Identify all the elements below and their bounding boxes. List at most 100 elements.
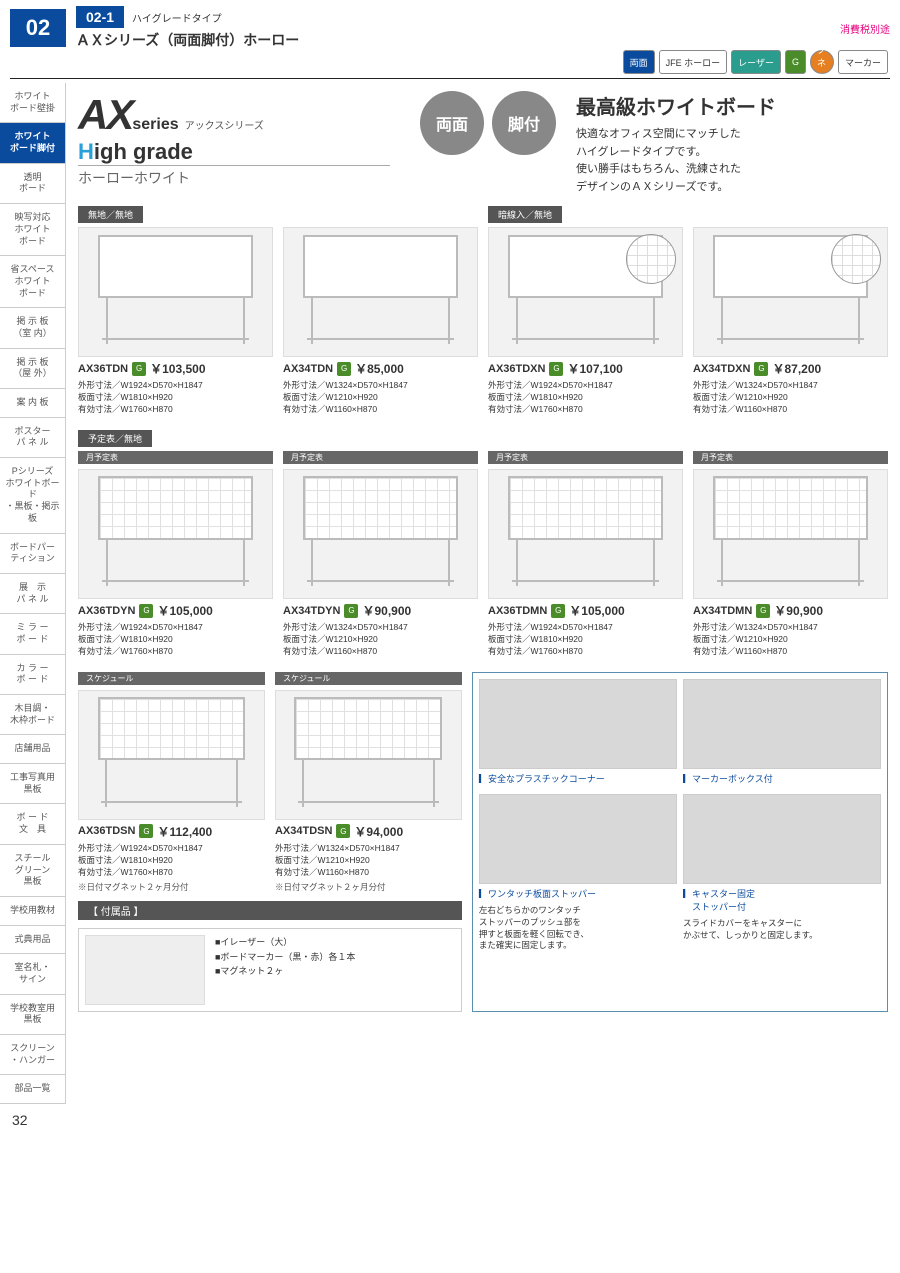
sidebar-item[interactable]: スクリーン ・ハンガー	[0, 1035, 65, 1075]
g-badge-icon: G	[139, 604, 153, 618]
sidebar-item[interactable]: 木目調・ 木枠ボード	[0, 695, 65, 735]
product-image	[78, 469, 273, 599]
product-note: ※日付マグネット２ヶ月分付	[78, 881, 265, 893]
sidebar-item[interactable]: 展 示 パ ネ ル	[0, 574, 65, 614]
sidebar-item[interactable]: 部品一覧	[0, 1075, 65, 1104]
g-badge-icon: G	[337, 362, 351, 376]
sidebar-item[interactable]: 工事写真用 黒板	[0, 764, 65, 804]
circle-badge: 両面	[420, 91, 484, 155]
header-small-title: ハイグレードタイプ	[132, 10, 222, 25]
badge: G	[785, 50, 806, 74]
feature-image	[683, 679, 881, 769]
sidebar-item[interactable]: ボードパー ティション	[0, 534, 65, 574]
tax-note: 消費税別途	[840, 21, 890, 36]
product-image	[283, 469, 478, 599]
feature-image	[479, 794, 677, 884]
product-price: ￥107,100	[567, 360, 622, 377]
product-price: ￥105,000	[157, 602, 212, 619]
sidebar-item[interactable]: スチール グリーン 黒板	[0, 845, 65, 897]
feature-label: マーカーボックス付	[683, 769, 881, 788]
sidebar-item[interactable]: 省スペース ホワイト ボード	[0, 256, 65, 308]
product-price: ￥85,000	[355, 360, 404, 377]
page-number: 32	[0, 1104, 900, 1136]
sidebar-item[interactable]: ミ ラ ー ボ ー ド	[0, 614, 65, 654]
accessory-list: ■イレーザー（大） ■ボードマーカー（黒・赤）各１本 ■マグネット２ヶ	[215, 935, 355, 1005]
product-specs: 外形寸法／W1324×D570×H1847 板面寸法／W1210×H920 有効…	[283, 622, 478, 658]
product-card: スケジュールAX36TDSNG￥112,400外形寸法／W1924×D570×H…	[78, 672, 265, 894]
sidebar-item[interactable]: ボ ー ド 文 具	[0, 804, 65, 844]
product-specs: 外形寸法／W1924×D570×H1847 板面寸法／W1810×H920 有効…	[488, 380, 683, 416]
circle-badge: 脚付	[492, 91, 556, 155]
product-specs: 外形寸法／W1324×D570×H1847 板面寸法／W1210×H920 有効…	[693, 622, 888, 658]
product-model: AX34TDXN	[693, 363, 750, 375]
product-model: AX34TDMN	[693, 605, 752, 617]
product-specs: 外形寸法／W1324×D570×H1847 板面寸法／W1210×H920 有効…	[693, 380, 888, 416]
sidebar-item[interactable]: 学校教室用 黒板	[0, 995, 65, 1035]
sidebar-item[interactable]: ホワイト ボード脚付	[0, 123, 65, 163]
feature-image	[479, 679, 677, 769]
product-card: 月予定表AX34TDYNG￥90,900外形寸法／W1324×D570×H184…	[283, 451, 478, 658]
ax-subtitle: アックスシリーズ	[185, 117, 264, 132]
product-card: 月予定表AX34TDMNG￥90,900外形寸法／W1324×D570×H184…	[693, 451, 888, 658]
sidebar-item[interactable]: Pシリーズ ホワイトボード ・黒板・掲示板	[0, 458, 65, 533]
ax-logo: AXseries	[78, 91, 179, 139]
sidebar-item[interactable]: 式典用品	[0, 926, 65, 955]
product-card: AX36TDXNG￥107,100外形寸法／W1924×D570×H1847 板…	[488, 227, 683, 416]
product-price: ￥90,900	[362, 602, 411, 619]
feature-image	[683, 794, 881, 884]
feature-cell: 安全なプラスチックコーナー	[479, 679, 677, 788]
product-image	[78, 227, 273, 357]
g-badge-icon: G	[336, 824, 350, 838]
product-model: AX36TDMN	[488, 605, 547, 617]
sidebar-item[interactable]: ポスター パ ネ ル	[0, 418, 65, 458]
product-price: ￥112,400	[157, 823, 212, 840]
badge: マグネット	[810, 50, 834, 74]
product-price: ￥94,000	[354, 823, 403, 840]
product-card: 月予定表AX36TDMNG￥105,000外形寸法／W1924×D570×H18…	[488, 451, 683, 658]
product-image	[275, 690, 462, 820]
g-badge-icon: G	[549, 362, 563, 376]
product-card: 月予定表AX36TDYNG￥105,000外形寸法／W1924×D570×H18…	[78, 451, 273, 658]
feature-desc: 左右どちらかのワンタッチ ストッパーのプッシュ部を 押すと板面を軽く回転でき、 …	[479, 903, 677, 955]
subsection-number: 02-1	[76, 6, 124, 28]
feature-cell: マーカーボックス付	[683, 679, 881, 788]
product-image	[488, 227, 683, 357]
g-badge-icon: G	[132, 362, 146, 376]
header-main-title: ＡＸシリーズ（両面脚付）ホーロー	[76, 30, 299, 50]
g-badge-icon: G	[551, 604, 565, 618]
product-card: AX36TDNG￥103,500外形寸法／W1924×D570×H1847 板面…	[78, 227, 273, 416]
product-sublabel: 月予定表	[78, 451, 273, 464]
sidebar-item[interactable]: 室名札・ サイン	[0, 954, 65, 994]
product-model: AX34TDYN	[283, 605, 340, 617]
g-badge-icon: G	[754, 362, 768, 376]
type-label: 予定表／無地	[78, 430, 152, 447]
product-model: AX36TDSN	[78, 825, 135, 837]
badge: 両面	[623, 50, 655, 74]
sidebar-item[interactable]: カ ラ ー ボ ー ド	[0, 655, 65, 695]
feature-label: 安全なプラスチックコーナー	[479, 769, 677, 788]
enamel-label: ホーローホワイト	[78, 165, 390, 188]
hero-right-desc: 快適なオフィス空間にマッチした ハイグレードタイプです。 使い勝手はもちろん、洗…	[576, 126, 888, 196]
product-image	[693, 227, 888, 357]
product-image	[693, 469, 888, 599]
accessory-image	[85, 935, 205, 1005]
badge: レーザー	[731, 50, 781, 74]
sidebar-item[interactable]: 学校用教材	[0, 897, 65, 926]
badge: マーカー	[838, 50, 888, 74]
hero-right-title: 最高級ホワイトボード	[576, 91, 888, 120]
product-image	[78, 690, 265, 820]
sidebar-item[interactable]: 透明 ボード	[0, 164, 65, 204]
product-specs: 外形寸法／W1324×D570×H1847 板面寸法／W1210×H920 有効…	[283, 380, 478, 416]
sidebar-item[interactable]: ホワイト ボード壁掛	[0, 83, 65, 123]
feature-cell: キャスター固定 ストッパー付スライドカバーをキャスターに かぶせて、しっかりと固…	[683, 794, 881, 955]
sidebar-item[interactable]: 映写対応 ホワイト ボード	[0, 204, 65, 256]
product-specs: 外形寸法／W1924×D570×H1847 板面寸法／W1810×H920 有効…	[78, 843, 265, 879]
product-sublabel: スケジュール	[78, 672, 265, 685]
sidebar-item[interactable]: 案 内 板	[0, 389, 65, 418]
sidebar-item[interactable]: 掲 示 板 （室 内）	[0, 308, 65, 348]
product-model: AX36TDYN	[78, 605, 135, 617]
product-price: ￥105,000	[569, 602, 624, 619]
sidebar-item[interactable]: 店舗用品	[0, 735, 65, 764]
sidebar-item[interactable]: 掲 示 板 （屋 外）	[0, 349, 65, 389]
type-label: 暗線入／無地	[488, 206, 562, 223]
